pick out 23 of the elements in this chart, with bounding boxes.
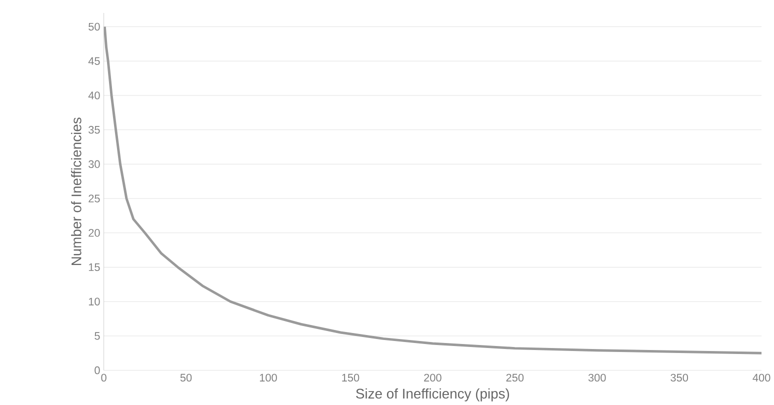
y-tick-label: 45 [88, 57, 100, 66]
y-tick-label: 40 [88, 92, 100, 100]
y-tick-label: 0 [94, 366, 100, 374]
y-tick-label: 15 [88, 264, 100, 272]
y-tick-label: 50 [88, 23, 100, 31]
x-tick-label: 50 [180, 374, 192, 382]
x-tick-label: 200 [424, 374, 442, 382]
y-tick-label: 30 [88, 160, 100, 168]
y-tick-label: 25 [88, 194, 100, 203]
line-series [104, 26, 762, 355]
y-tick-label: 35 [88, 126, 100, 134]
y-axis-title: Number of Inefficiencies [71, 118, 82, 266]
y-tick-label: 20 [88, 229, 100, 237]
x-tick-label: 300 [588, 374, 606, 382]
x-tick-label: 350 [670, 374, 688, 382]
x-tick-label: 250 [506, 374, 524, 382]
x-axis-title: Size of Inefficiency (pips) [356, 388, 510, 402]
x-tick-label: 0 [101, 374, 106, 382]
x-tick-label: 400 [752, 374, 770, 382]
x-tick-label: 100 [260, 374, 277, 382]
y-tick-label: 10 [88, 298, 100, 306]
y-tick-label: 5 [94, 332, 100, 340]
x-tick-label: 150 [342, 374, 360, 382]
